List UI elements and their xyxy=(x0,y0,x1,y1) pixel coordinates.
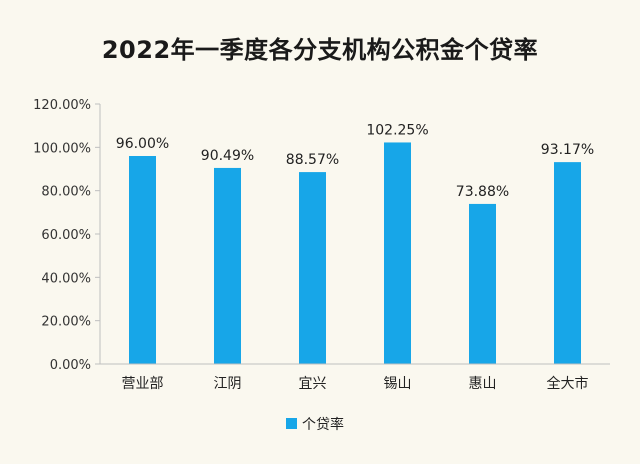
y-tick-label: 100.00% xyxy=(33,141,91,156)
data-label-2: 90.49% xyxy=(201,148,254,164)
bar-2 xyxy=(214,167,241,364)
y-tick-label: 80.00% xyxy=(41,185,91,200)
legend-swatch xyxy=(286,418,297,429)
legend-label: 个贷率 xyxy=(302,416,344,433)
y-tick-label: 120.00% xyxy=(33,98,91,113)
category-label-5: 惠山 xyxy=(469,376,497,392)
category-label-2: 江阴 xyxy=(214,376,242,392)
category-label-3: 宜兴 xyxy=(299,376,327,392)
data-label-3: 88.57% xyxy=(286,152,339,168)
y-axis: 0.00% 20.00% 40.00% 60.00% 80.00% 100.00% 120.… xyxy=(33,98,101,373)
category-label-4: 锡山 xyxy=(384,376,412,392)
bar-1 xyxy=(129,156,156,364)
y-tick-label: 60.00% xyxy=(41,228,91,243)
category-label-1: 营业部 xyxy=(122,376,164,392)
category-label-6: 全大市 xyxy=(547,375,589,392)
data-label-5: 73.88% xyxy=(456,184,509,200)
y-tick-label: 40.00% xyxy=(41,271,91,286)
bar-3 xyxy=(299,172,326,364)
x-axis: 营业部 江阴 宜兴 锡山 惠山 全大市 xyxy=(100,363,610,392)
chart-title: 2022年一季度各分支机构公积金个贷率 xyxy=(101,36,539,64)
data-labels: 96.00% 90.49% 88.57% 102.25% 73.88% 93.17% xyxy=(116,122,594,199)
y-tick-label: 0.00% xyxy=(50,358,91,373)
y-tick-label: 20.00% xyxy=(41,315,91,330)
bars xyxy=(129,142,581,364)
bar-6 xyxy=(554,162,581,364)
data-label-1: 96.00% xyxy=(116,136,169,152)
data-label-6: 93.17% xyxy=(541,142,594,158)
bar-5 xyxy=(469,203,496,364)
bar-4 xyxy=(384,142,411,364)
data-label-4: 102.25% xyxy=(366,122,428,138)
legend: 个贷率 xyxy=(286,416,344,433)
